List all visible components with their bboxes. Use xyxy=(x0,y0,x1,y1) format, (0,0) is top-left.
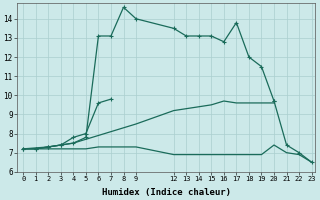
X-axis label: Humidex (Indice chaleur): Humidex (Indice chaleur) xyxy=(102,188,231,197)
